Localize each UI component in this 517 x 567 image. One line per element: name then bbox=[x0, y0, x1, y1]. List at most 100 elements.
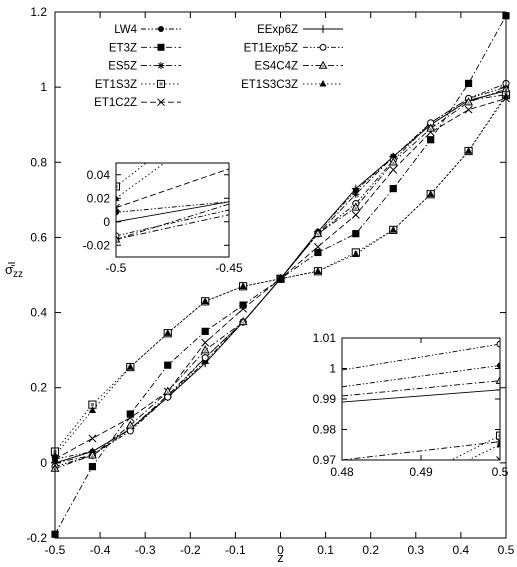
legend-marker bbox=[158, 26, 164, 32]
inset-y-tick-label: 0.97 bbox=[313, 453, 337, 467]
marker-fill bbox=[321, 64, 325, 68]
y-axis-ticks: -0.2 0 0.2 0.4 0.6 0.8 1 1.2 bbox=[26, 5, 506, 545]
marker-fill bbox=[90, 403, 95, 407]
legend-label: ES5Z bbox=[108, 61, 137, 73]
x-tick-label: 0.1 bbox=[317, 543, 334, 557]
marker-shape bbox=[314, 248, 322, 257]
marker-shape bbox=[464, 79, 473, 87]
marker-shape bbox=[116, 182, 120, 191]
marker-shape bbox=[126, 413, 135, 422]
marker-shape bbox=[319, 25, 327, 33]
inset-y-tick-label: 0.02 bbox=[87, 191, 111, 205]
y-tick-label: 1 bbox=[40, 80, 47, 94]
marker-fill bbox=[90, 454, 95, 457]
marker-shape bbox=[319, 43, 327, 51]
y-axis-label: σ̄zz bbox=[5, 262, 23, 280]
inset-background bbox=[342, 338, 500, 460]
series-markers bbox=[50, 12, 511, 538]
legend-marker bbox=[157, 79, 165, 88]
inset-x-tick-label: -0.5 bbox=[106, 261, 127, 275]
point-es4c4z bbox=[163, 386, 173, 395]
point-et1s3c3z bbox=[427, 190, 435, 197]
inset-frame bbox=[115, 162, 230, 258]
marker-fill bbox=[203, 348, 207, 352]
point-es4c4z bbox=[313, 228, 323, 237]
legend-label: ES4C4Z bbox=[255, 61, 298, 73]
marker-shape bbox=[319, 80, 327, 87]
marker-fill bbox=[429, 127, 433, 131]
inset-y-tick-label: 0.04 bbox=[87, 168, 111, 182]
point-es4c4z bbox=[464, 97, 474, 106]
marker-fill bbox=[116, 184, 118, 189]
point-et1s3c3z bbox=[201, 297, 209, 304]
point-es4c4z bbox=[426, 123, 436, 132]
marker-shape bbox=[157, 62, 165, 70]
inset-y-tick-label: 1.01 bbox=[313, 331, 337, 345]
legend-item-et1c2z: ET1C2Z bbox=[94, 97, 181, 109]
marker-fill bbox=[354, 206, 358, 209]
marker-shape bbox=[201, 327, 209, 335]
marker-shape bbox=[116, 203, 120, 212]
marker-shape bbox=[427, 190, 435, 197]
inset-x-tick-label: -0.45 bbox=[215, 261, 243, 275]
point-et3z bbox=[126, 410, 134, 418]
inset-y-tick-label: 0.98 bbox=[313, 423, 337, 437]
inset-marker-et1c2z bbox=[116, 203, 120, 212]
point-et3z bbox=[164, 361, 172, 369]
marker-shape bbox=[427, 136, 435, 144]
marker-shape bbox=[158, 26, 164, 32]
legend-item-lw4: LW4 bbox=[114, 24, 181, 36]
y-tick-label: -0.2 bbox=[26, 531, 47, 545]
marker-shape bbox=[164, 329, 172, 336]
legend-item-eexp6z: EExp6Z bbox=[257, 24, 343, 36]
inset-bottom-left: -0.5 -0.45 -0.02 0 0.02 0.04 bbox=[83, 162, 243, 275]
point-et1s3c3z bbox=[239, 282, 247, 289]
point-et3z bbox=[352, 230, 360, 238]
marker-shape bbox=[157, 43, 165, 51]
inset-marker-et1s3z bbox=[116, 182, 120, 191]
y-axis-label-main: σ̄ bbox=[5, 262, 15, 277]
inset-line-et1c2z bbox=[116, 168, 229, 209]
point-et1exp5z bbox=[164, 393, 172, 401]
inset-background bbox=[116, 163, 229, 257]
inset-y-tick-label: 1 bbox=[329, 362, 336, 376]
marker-shape bbox=[88, 463, 97, 471]
marker-shape bbox=[351, 210, 360, 219]
marker-shape bbox=[389, 184, 397, 193]
point-es4c4z bbox=[388, 157, 398, 166]
marker-fill bbox=[466, 100, 471, 104]
marker-shape bbox=[496, 456, 500, 460]
point-et1s3c3z bbox=[126, 363, 134, 370]
marker-shape bbox=[464, 147, 473, 154]
point-et1exp5z bbox=[126, 427, 134, 435]
x-tick-label: -0.4 bbox=[90, 543, 111, 557]
point-et3z bbox=[389, 184, 397, 193]
marker-shape bbox=[496, 431, 500, 440]
point-et1c2z bbox=[464, 105, 473, 114]
point-et1c2z bbox=[239, 304, 248, 313]
inset-y-tick-label: 0.99 bbox=[313, 392, 337, 406]
legend-label: ET1S3C3Z bbox=[241, 79, 298, 91]
marker-fill bbox=[128, 424, 132, 427]
legend-marker bbox=[157, 43, 165, 51]
point-et1s3c3z bbox=[164, 329, 172, 336]
y-tick-label: 0 bbox=[40, 456, 47, 470]
x-tick-label: 0.2 bbox=[362, 543, 379, 557]
marker-shape bbox=[276, 274, 285, 282]
marker-shape bbox=[201, 354, 209, 362]
x-tick-label: 0.5 bbox=[498, 543, 515, 557]
point-es4c4z bbox=[125, 420, 135, 429]
inset-marker-et1s3c3z bbox=[496, 440, 500, 448]
x-tick-label: 0 bbox=[277, 543, 284, 557]
marker-shape bbox=[389, 225, 397, 233]
marker-shape bbox=[239, 282, 247, 289]
legend-label: ET1S3Z bbox=[95, 79, 137, 91]
y-tick-label: 0.6 bbox=[30, 230, 47, 244]
inset-lines bbox=[116, 163, 229, 243]
point-et1s3c3z bbox=[389, 225, 397, 233]
inset-line-es4c4z bbox=[116, 214, 229, 240]
marker-shape bbox=[116, 209, 119, 216]
marker-shape bbox=[351, 184, 360, 193]
x-tick-label: -0.3 bbox=[135, 543, 156, 557]
